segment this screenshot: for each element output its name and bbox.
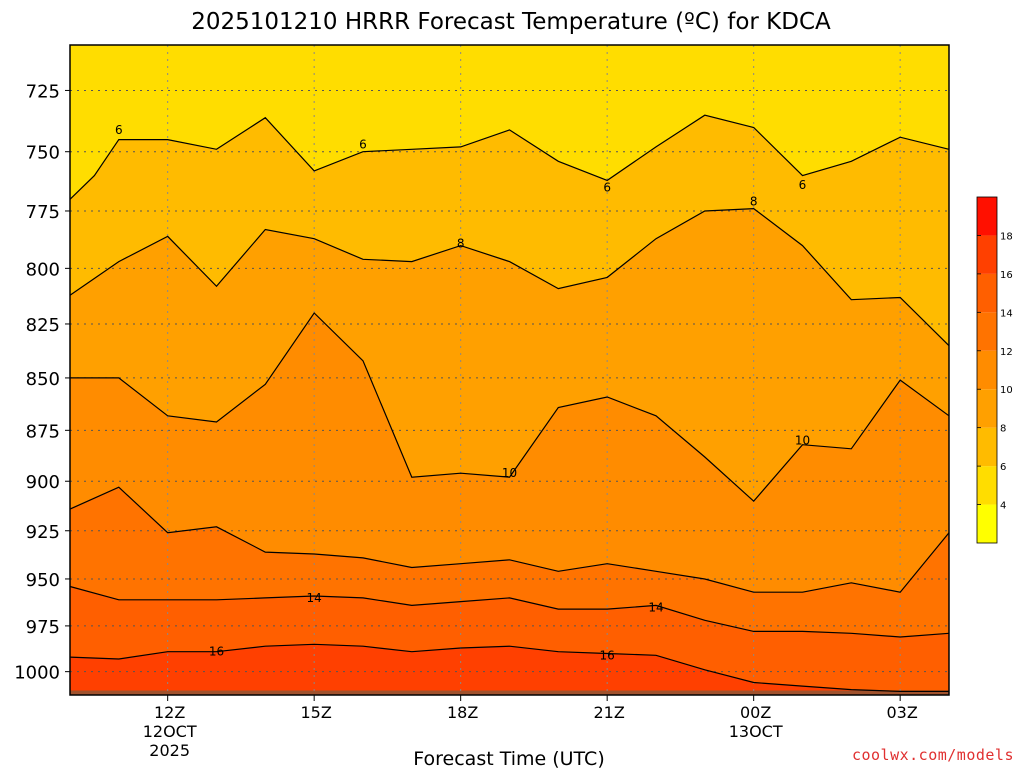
colorbar-label-12: 12 [1000, 347, 1013, 358]
contour-6 [69, 114, 950, 200]
contour-10 [70, 312, 950, 503]
contour-12 [69, 486, 950, 593]
band-16 [70, 644, 949, 695]
credit-text: coolwx.com/models [851, 746, 1014, 764]
contour-lines: 6 6 6 6 8 8 10 10 14 14 16 16 [69, 114, 950, 693]
contour-label-8: 8 [457, 236, 465, 250]
colorbar-swatch [977, 350, 997, 390]
y-tick-label-975: 975 [26, 617, 60, 638]
x-tick-label: 13OCT [729, 722, 783, 741]
y-tick-label-900: 900 [26, 472, 60, 493]
x-tick-label: 03Z [887, 703, 918, 722]
band-below-6 [70, 45, 949, 200]
temperature-bands [70, 45, 949, 695]
contour-label-10: 10 [502, 466, 517, 480]
colorbar-label-18: 18 [1000, 231, 1013, 242]
contour-label-14: 14 [307, 591, 322, 605]
x-tick-label: 18Z [447, 703, 478, 722]
colorbar-swatch [977, 197, 997, 236]
y-tick-label-725: 725 [26, 81, 60, 102]
y-tick-label-1000: 1000 [14, 663, 60, 684]
colorbar-swatch [977, 235, 997, 274]
y-tick-label-875: 875 [26, 421, 60, 442]
colorbar-swatch [977, 427, 997, 467]
colorbar-swatch [977, 273, 997, 313]
contour-label-6: 6 [799, 178, 807, 192]
y-tick-label-950: 950 [26, 570, 60, 591]
colorbar-label-14: 14 [1000, 308, 1013, 319]
contour-label-16: 16 [600, 648, 615, 662]
x-tick-label: 00Z [740, 703, 771, 722]
contour-label-6: 6 [359, 137, 367, 151]
colorbar-label-6: 6 [1000, 462, 1006, 473]
contour-14 [69, 585, 950, 638]
x-tick-label: 21Z [594, 703, 625, 722]
colorbar-swatch [977, 312, 997, 351]
colorbar-label-16: 16 [1000, 270, 1013, 281]
plot-frame [69, 44, 950, 696]
x-tick-label: 12OCT [143, 722, 197, 741]
y-tick-label-850: 850 [26, 369, 60, 390]
y-tick-label-800: 800 [26, 259, 60, 280]
contour-16 [69, 643, 949, 693]
colorbar-swatch [977, 389, 997, 428]
x-axis-label: Forecast Time (UTC) [413, 748, 604, 768]
y-tick-label-825: 825 [26, 315, 60, 336]
colorbar-swatch [977, 504, 997, 543]
colorbar-label-4: 4 [1000, 501, 1006, 512]
y-tick-label-925: 925 [26, 522, 60, 543]
underground [70, 690, 949, 695]
contour-8 [69, 207, 950, 347]
contour-label-8: 8 [750, 195, 758, 209]
x-tick-label: 15Z [301, 703, 332, 722]
colorbar-frame [976, 196, 998, 544]
x-tick-label: 2025 [149, 741, 190, 760]
contour-label-16: 16 [209, 645, 224, 659]
contour-label-10: 10 [795, 434, 810, 448]
contour-label-14: 14 [648, 600, 663, 614]
colorbar-legend: 4 6 8 10 12 14 16 18 [976, 196, 1013, 544]
y-tick-label-775: 775 [26, 202, 60, 223]
contour-label-6: 6 [115, 123, 123, 137]
colorbar-label-8: 8 [1000, 424, 1006, 435]
y-tick-label-750: 750 [26, 143, 60, 164]
pressure-axis: 725 750 775 800 825 850 875 900 925 950 975 1000 [14, 81, 70, 684]
contour-label-6: 6 [603, 181, 611, 195]
colorbar-label-10: 10 [1000, 385, 1013, 396]
colorbar-swatch [977, 466, 997, 505]
chart-title: 2025101210 HRRR Forecast Temperature (ºC… [191, 9, 831, 35]
x-tick-label: 12Z [154, 703, 185, 722]
